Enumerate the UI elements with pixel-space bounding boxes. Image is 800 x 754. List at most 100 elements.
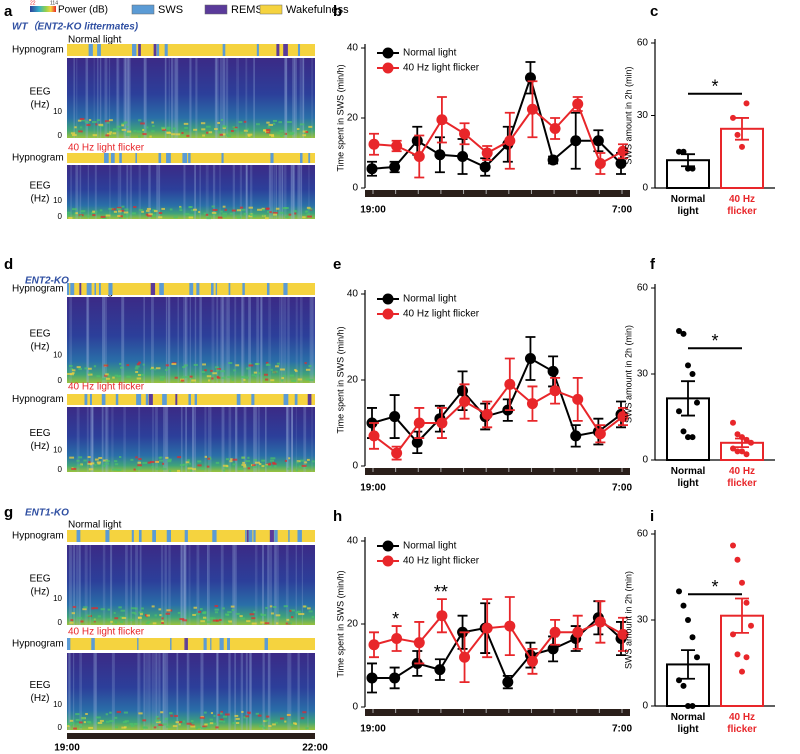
spectrogram-streak: [279, 297, 281, 383]
spectrogram-streak: [90, 407, 94, 472]
spectrogram-power: [200, 467, 206, 470]
colorbar-label: Power (dB): [58, 5, 108, 16]
data-point: [504, 378, 516, 390]
spectrogram-streak: [73, 545, 76, 625]
spectrogram-power: [130, 724, 135, 727]
eeg-label: EEG: [29, 329, 50, 340]
spectrogram-streak: [254, 407, 257, 472]
spectrogram-power: [231, 378, 234, 381]
spectrogram-power: [211, 377, 214, 380]
spectrogram-power: [118, 216, 122, 219]
spectrogram-power: [264, 719, 270, 722]
spectrogram-power: [222, 126, 226, 129]
spectrogram-power: [138, 611, 144, 614]
spectrogram-power: [202, 134, 206, 137]
spectrogram-power: [127, 130, 132, 133]
spectrogram-power: [179, 209, 183, 212]
spectrogram-power: [142, 133, 147, 136]
spectrogram-power: [240, 375, 246, 378]
legend-marker: [382, 540, 394, 552]
spectrogram-streak: [227, 297, 230, 383]
spectrogram-power: [124, 208, 129, 211]
spectrogram-power: [279, 368, 285, 371]
spectrogram-streak: [185, 297, 188, 383]
spectrogram-power: [283, 605, 288, 608]
spectrogram-streak: [126, 58, 129, 138]
spectrogram-power: [91, 607, 95, 610]
spectrogram-streak: [164, 58, 167, 138]
spectrogram-power: [247, 467, 251, 470]
spectrogram-streak: [95, 653, 97, 730]
spectrogram-power: [142, 719, 147, 722]
hypnogram-stage: [145, 394, 149, 405]
spectrogram-power: [127, 213, 130, 216]
spectrogram-streak: [278, 165, 282, 219]
spectrogram-power: [146, 207, 151, 210]
spectrogram-streak: [290, 165, 293, 219]
spectrogram-power: [230, 458, 233, 461]
spectrogram-streak: [123, 407, 126, 472]
spectrogram-streak: [295, 407, 297, 472]
spectrogram-streak: [250, 653, 252, 730]
stage-swatch: [259, 4, 283, 15]
spectrogram-streak: [180, 407, 183, 472]
spectrogram-power: [139, 613, 143, 616]
spectrogram-power: [83, 606, 88, 609]
spectrogram-power: [243, 212, 247, 215]
spectrogram-power: [265, 606, 268, 609]
spectrogram-streak: [283, 297, 287, 383]
spectrogram-streak: [295, 297, 298, 383]
spectrogram-power: [235, 364, 240, 367]
spectrogram-power: [126, 375, 131, 378]
spectrogram-power: [142, 363, 145, 366]
spectrogram-power: [234, 714, 239, 717]
y-tick-label: 60: [637, 38, 649, 49]
spectrogram-power: [261, 614, 267, 617]
spectrogram-power: [104, 120, 110, 123]
spectrogram-streak: [299, 58, 302, 138]
spectrogram-power: [70, 368, 74, 371]
spectrogram-power: [182, 376, 185, 379]
spectrogram-streak: [282, 165, 284, 219]
spectrogram-power: [72, 605, 77, 608]
y-tick-label: 0: [642, 183, 648, 194]
spectrogram-power: [225, 458, 230, 461]
spectrogram-power: [227, 620, 232, 623]
spectrogram-power: [98, 123, 104, 126]
spectrogram-power: [121, 205, 125, 208]
spectrogram-streak: [285, 58, 288, 138]
hypnogram-stage: [101, 394, 106, 405]
spectrogram-power: [302, 130, 308, 133]
legend-label: 40 Hz light flicker: [403, 556, 480, 567]
spectrogram-streak: [274, 545, 276, 625]
spectrogram-power: [172, 127, 177, 130]
condition-label: 40 Hz light flicker: [68, 143, 145, 154]
spectrogram-streak: [188, 545, 191, 625]
spectrogram-power: [109, 711, 112, 714]
hypnogram-stage: [136, 394, 142, 405]
data-point: [570, 135, 582, 147]
spectrogram-power: [137, 374, 141, 377]
eeg-unit: (Hz): [31, 100, 50, 111]
spectrogram-power: [153, 368, 157, 371]
spectrogram-power: [308, 365, 312, 368]
spectrogram-power: [193, 128, 198, 131]
hypnogram-stage: [184, 530, 188, 542]
spectrogram-power: [125, 132, 131, 135]
spectrogram-power: [116, 375, 120, 378]
data-point: [680, 428, 687, 435]
hypnogram-stage: [131, 530, 134, 542]
spectrogram-power: [248, 206, 253, 209]
data-point: [413, 637, 425, 649]
spectrogram-power: [86, 124, 91, 127]
spectrogram-power: [100, 215, 106, 218]
hypnogram-stage: [253, 530, 256, 542]
spectrogram-power: [88, 367, 92, 370]
spectrogram-power: [268, 462, 272, 465]
spectrogram-power: [78, 721, 83, 724]
spectrogram-power: [264, 464, 269, 467]
spectrogram-power: [199, 608, 203, 611]
spectrogram-power: [88, 119, 92, 122]
spectrogram-power: [177, 611, 181, 614]
spectrogram-power: [139, 209, 143, 212]
